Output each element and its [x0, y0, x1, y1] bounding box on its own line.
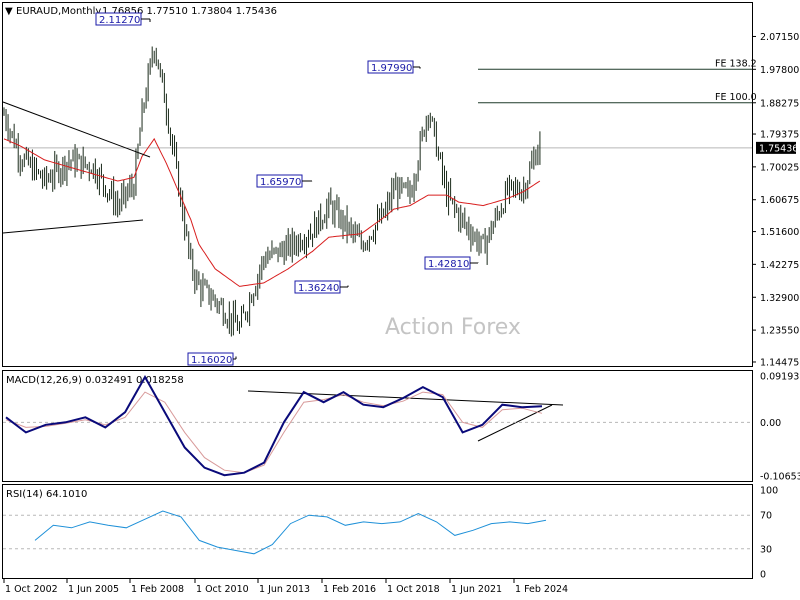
time-tick-label: 1 Feb 2008: [131, 584, 184, 595]
time-tick-label: 1 Feb 2016: [323, 584, 376, 595]
dropdown-icon[interactable]: ▼: [5, 6, 13, 17]
macd-label: MACD(12,26,9) 0.032491 0.018258: [6, 375, 184, 386]
time-tick-label: 1 Oct 2002: [5, 584, 58, 595]
annotation-label: 1.42810: [428, 259, 469, 270]
annotation-label: 1.97990: [371, 63, 412, 74]
macd-upper-trendline: [247, 390, 564, 406]
rsi-tick-label: 30: [760, 544, 772, 555]
price-tick-label: 1.79375: [760, 130, 799, 141]
moving-average-line: [3, 137, 541, 287]
trendlines: [2, 101, 564, 442]
time-tick-label: 1 Jun 2005: [68, 584, 119, 595]
price-bars: [3, 46, 541, 337]
time-tick-label: 1 Jun 2013: [259, 584, 310, 595]
price-tick-label: 1.88275: [760, 98, 799, 109]
price-tick-label: 1.70025: [760, 162, 799, 173]
rsi-indicator: 100 70 30 0: [3, 486, 778, 581]
price-annotations: 2.11270 1.16020 1.65970 1.36240 1.97990 1.428…: [95, 12, 479, 366]
time-tick-label: 1 Oct 2018: [387, 584, 440, 595]
macd-tick-label: 0.091935: [760, 372, 800, 383]
price-tick-label: 1.97800: [760, 65, 799, 76]
rsi-panel: [2, 484, 753, 579]
time-tick-label: 1 Jun 2021: [451, 584, 502, 595]
current-price-marker: [756, 141, 796, 154]
macd-line: [5, 374, 543, 477]
price-tick-label: 1.23550: [760, 326, 799, 337]
macd-indicator: 0.091935 0.00 -0.106534: [3, 372, 800, 483]
price-tick-label: 1.51600: [760, 227, 799, 238]
rsi-tick-label: 0: [760, 570, 766, 581]
triangle-upper-trendline: [2, 101, 151, 158]
fibonacci-levels: FE 138.2 FE 100.0: [478, 58, 757, 104]
rsi-tick-label: 70: [760, 511, 772, 522]
current-price-label: 1.75436: [759, 143, 798, 154]
rsi-tick-label: 100: [760, 486, 778, 497]
annotation-label: 1.16020: [191, 355, 232, 366]
time-tick-label: 1 Feb 2024: [515, 584, 568, 595]
price-tick-label: 1.42275: [760, 260, 799, 271]
triangle-lower-trendline: [2, 219, 144, 234]
ohlc-values: 1.76856 1.77510 1.73804 1.75436: [102, 6, 277, 17]
price-tick-label: 1.32900: [760, 293, 799, 304]
price-tick-label: 1.14475: [760, 357, 799, 368]
macd-tick-label: 0.00: [760, 418, 781, 429]
time-tick-label: 1 Oct 2010: [196, 584, 249, 595]
rsi-label: RSI(14) 64.1010: [6, 489, 87, 500]
moving-average: [3, 137, 541, 287]
time-axis: 1 Oct 2002 1 Jun 2005 1 Feb 2008 1 Oct 2010…: [3, 578, 568, 595]
fibonacci-label: FE 100.0: [715, 92, 757, 103]
price-tick-label: 2.07150: [760, 32, 799, 43]
price-tick-label: 1.60675: [760, 195, 799, 206]
watermark: Action Forex: [385, 315, 521, 340]
chart-title: EURAUD,Monthly: [16, 6, 101, 17]
price-axis: 2.07150 1.97800 1.88275 1.79375 1.70025 1.606…: [752, 32, 799, 368]
macd-lower-trendline: [477, 404, 553, 442]
annotation-label: 1.36240: [298, 283, 339, 294]
price-panel: [2, 2, 753, 367]
macd-panel: [2, 370, 753, 482]
annotation-label: 1.65970: [260, 177, 301, 188]
fibonacci-label: FE 138.2: [715, 58, 757, 69]
macd-tick-label: -0.106534: [760, 472, 800, 483]
rsi-line: [34, 510, 547, 555]
annotation-label: 2.11270: [99, 15, 140, 26]
